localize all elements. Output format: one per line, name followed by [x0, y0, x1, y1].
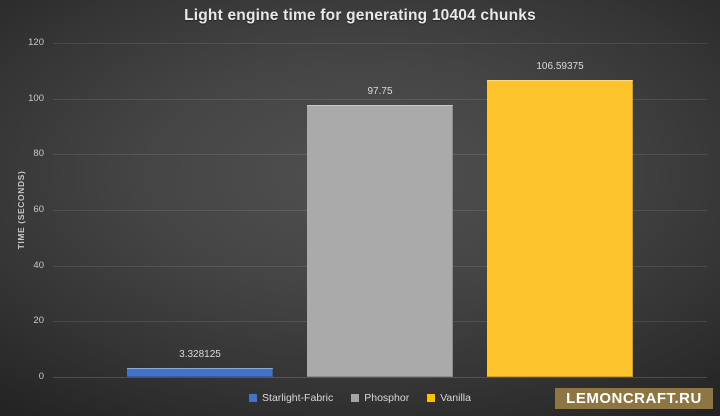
legend: Starlight-Fabric Phosphor Vanilla	[0, 391, 720, 405]
y-tick-label: 80	[33, 148, 44, 160]
data-label: 106.59375	[536, 61, 584, 73]
chart-title: Light engine time for generating 10404 c…	[184, 7, 536, 24]
y-tick-label: 100	[28, 92, 44, 104]
legend-item-phosphor: Phosphor	[351, 392, 409, 404]
legend-swatch-icon	[427, 394, 436, 402]
watermark-text: LEMONCRAFT.RU	[566, 390, 702, 407]
gridline-y0	[53, 377, 707, 378]
legend-label: Vanilla	[440, 392, 471, 404]
gridline-y100	[53, 98, 707, 100]
legend-item-vanilla: Vanilla	[427, 392, 471, 404]
legend-swatch-icon	[351, 394, 360, 402]
data-label: 97.75	[367, 85, 393, 97]
y-tick-label: 20	[33, 315, 44, 327]
legend-item-starlight-fabric: Starlight-Fabric	[249, 392, 333, 404]
y-tick-label: 60	[33, 204, 44, 215]
gridline-y120	[53, 43, 707, 44]
bar-starlight-fabric	[127, 367, 273, 377]
legend-label: Phosphor	[364, 392, 410, 404]
legend-swatch-icon	[249, 394, 258, 402]
watermark-badge: LEMONCRAFT.RU	[555, 388, 713, 409]
data-label: 3.328125	[179, 348, 221, 360]
y-tick-label: 0	[38, 371, 44, 382]
y-tick-label: 120	[28, 37, 44, 48]
bar-phosphor	[307, 104, 453, 377]
y-tick-label: 40	[33, 259, 44, 271]
bar-vanilla	[487, 80, 633, 377]
legend-label: Starlight-Fabric	[262, 392, 334, 404]
